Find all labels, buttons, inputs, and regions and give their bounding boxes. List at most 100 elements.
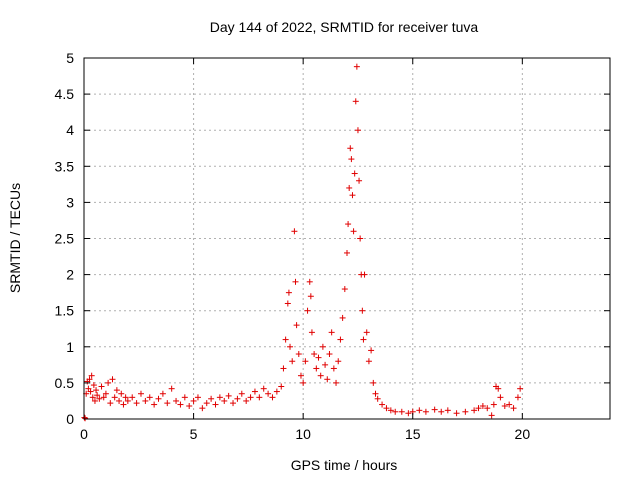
- data-point: [88, 372, 95, 379]
- data-point: [372, 390, 379, 397]
- data-point: [326, 351, 333, 358]
- grid: [84, 58, 610, 419]
- data-point: [118, 390, 125, 397]
- data-point: [98, 383, 105, 390]
- data-point: [319, 343, 326, 350]
- data-point: [495, 385, 502, 392]
- y-axis-label: SRMTID / TECUs: [7, 183, 23, 293]
- data-point: [155, 395, 162, 402]
- data-point: [102, 390, 109, 397]
- y-tick-label: 2: [66, 267, 74, 283]
- data-point: [113, 387, 120, 394]
- data-point: [284, 300, 291, 307]
- y-tick-label: 2.5: [55, 231, 75, 247]
- data-point: [350, 228, 357, 235]
- data-point: [422, 408, 429, 415]
- data-point: [292, 278, 299, 285]
- data-point: [341, 286, 348, 293]
- data-point: [317, 372, 324, 379]
- data-point: [282, 336, 289, 343]
- x-tick-label: 10: [295, 426, 311, 442]
- data-point: [89, 394, 96, 401]
- data-point: [221, 397, 228, 404]
- x-tick-label: 0: [80, 426, 88, 442]
- data-point: [111, 394, 118, 401]
- data-point: [285, 289, 292, 296]
- data-point: [142, 397, 149, 404]
- data-point: [335, 358, 342, 365]
- data-point: [337, 336, 344, 343]
- data-point: [328, 329, 335, 336]
- data-point: [100, 394, 107, 401]
- data-point: [322, 361, 329, 368]
- y-tick-label: 0: [66, 411, 74, 427]
- data-point: [133, 400, 140, 407]
- data-point: [86, 376, 93, 383]
- data-point: [173, 397, 180, 404]
- data-point: [479, 403, 486, 410]
- data-point: [186, 403, 193, 410]
- data-point: [405, 410, 412, 417]
- y-tick-label: 5: [66, 50, 74, 66]
- data-point: [370, 379, 377, 386]
- data-point: [453, 410, 460, 417]
- data-point: [278, 383, 285, 390]
- data-point: [374, 395, 381, 402]
- data-point: [392, 408, 399, 415]
- data-point: [416, 407, 423, 414]
- x-axis-label: GPS time / hours: [291, 457, 398, 473]
- data-point: [497, 394, 504, 401]
- data-point: [357, 235, 364, 242]
- data-point: [361, 271, 368, 278]
- data-point: [91, 397, 98, 404]
- data-point: [348, 156, 355, 163]
- data-point: [363, 329, 370, 336]
- data-point: [359, 307, 366, 314]
- data-point: [300, 379, 307, 386]
- data-point: [122, 394, 129, 401]
- data-point: [251, 388, 258, 395]
- data-point: [190, 397, 197, 404]
- data-point: [510, 405, 517, 412]
- data-point: [177, 401, 184, 408]
- data-point: [345, 221, 352, 228]
- data-point: [339, 314, 346, 321]
- data-point: [462, 408, 469, 415]
- data-point: [287, 343, 294, 350]
- data-point: [514, 394, 521, 401]
- data-point: [488, 412, 495, 419]
- x-tick-label: 15: [405, 426, 421, 442]
- data-point: [291, 228, 298, 235]
- data-point: [181, 394, 188, 401]
- data-point: [243, 397, 250, 404]
- data-point: [116, 397, 123, 404]
- data-point: [146, 394, 153, 401]
- data-point: [164, 400, 171, 407]
- data-point: [365, 358, 372, 365]
- data-point: [347, 145, 354, 152]
- data-point: [256, 394, 263, 401]
- data-point: [333, 379, 340, 386]
- data-point: [354, 127, 361, 134]
- data-point: [208, 395, 215, 402]
- y-tick-label: 4: [66, 122, 74, 138]
- data-point: [151, 401, 158, 408]
- data-point: [159, 390, 166, 397]
- data-point: [293, 322, 300, 329]
- data-point: [247, 394, 254, 401]
- x-tick-label: 20: [515, 426, 531, 442]
- data-point: [225, 392, 232, 399]
- y-tick-label: 1: [66, 339, 74, 355]
- data-point: [168, 385, 175, 392]
- data-point: [194, 394, 201, 401]
- data-point: [517, 385, 524, 392]
- data-point: [484, 405, 491, 412]
- data-point: [265, 390, 272, 397]
- data-point: [360, 336, 367, 343]
- data-point: [94, 392, 101, 399]
- data-point: [87, 388, 94, 395]
- data-point: [230, 400, 237, 407]
- data-point: [109, 376, 116, 383]
- data-point: [352, 98, 359, 105]
